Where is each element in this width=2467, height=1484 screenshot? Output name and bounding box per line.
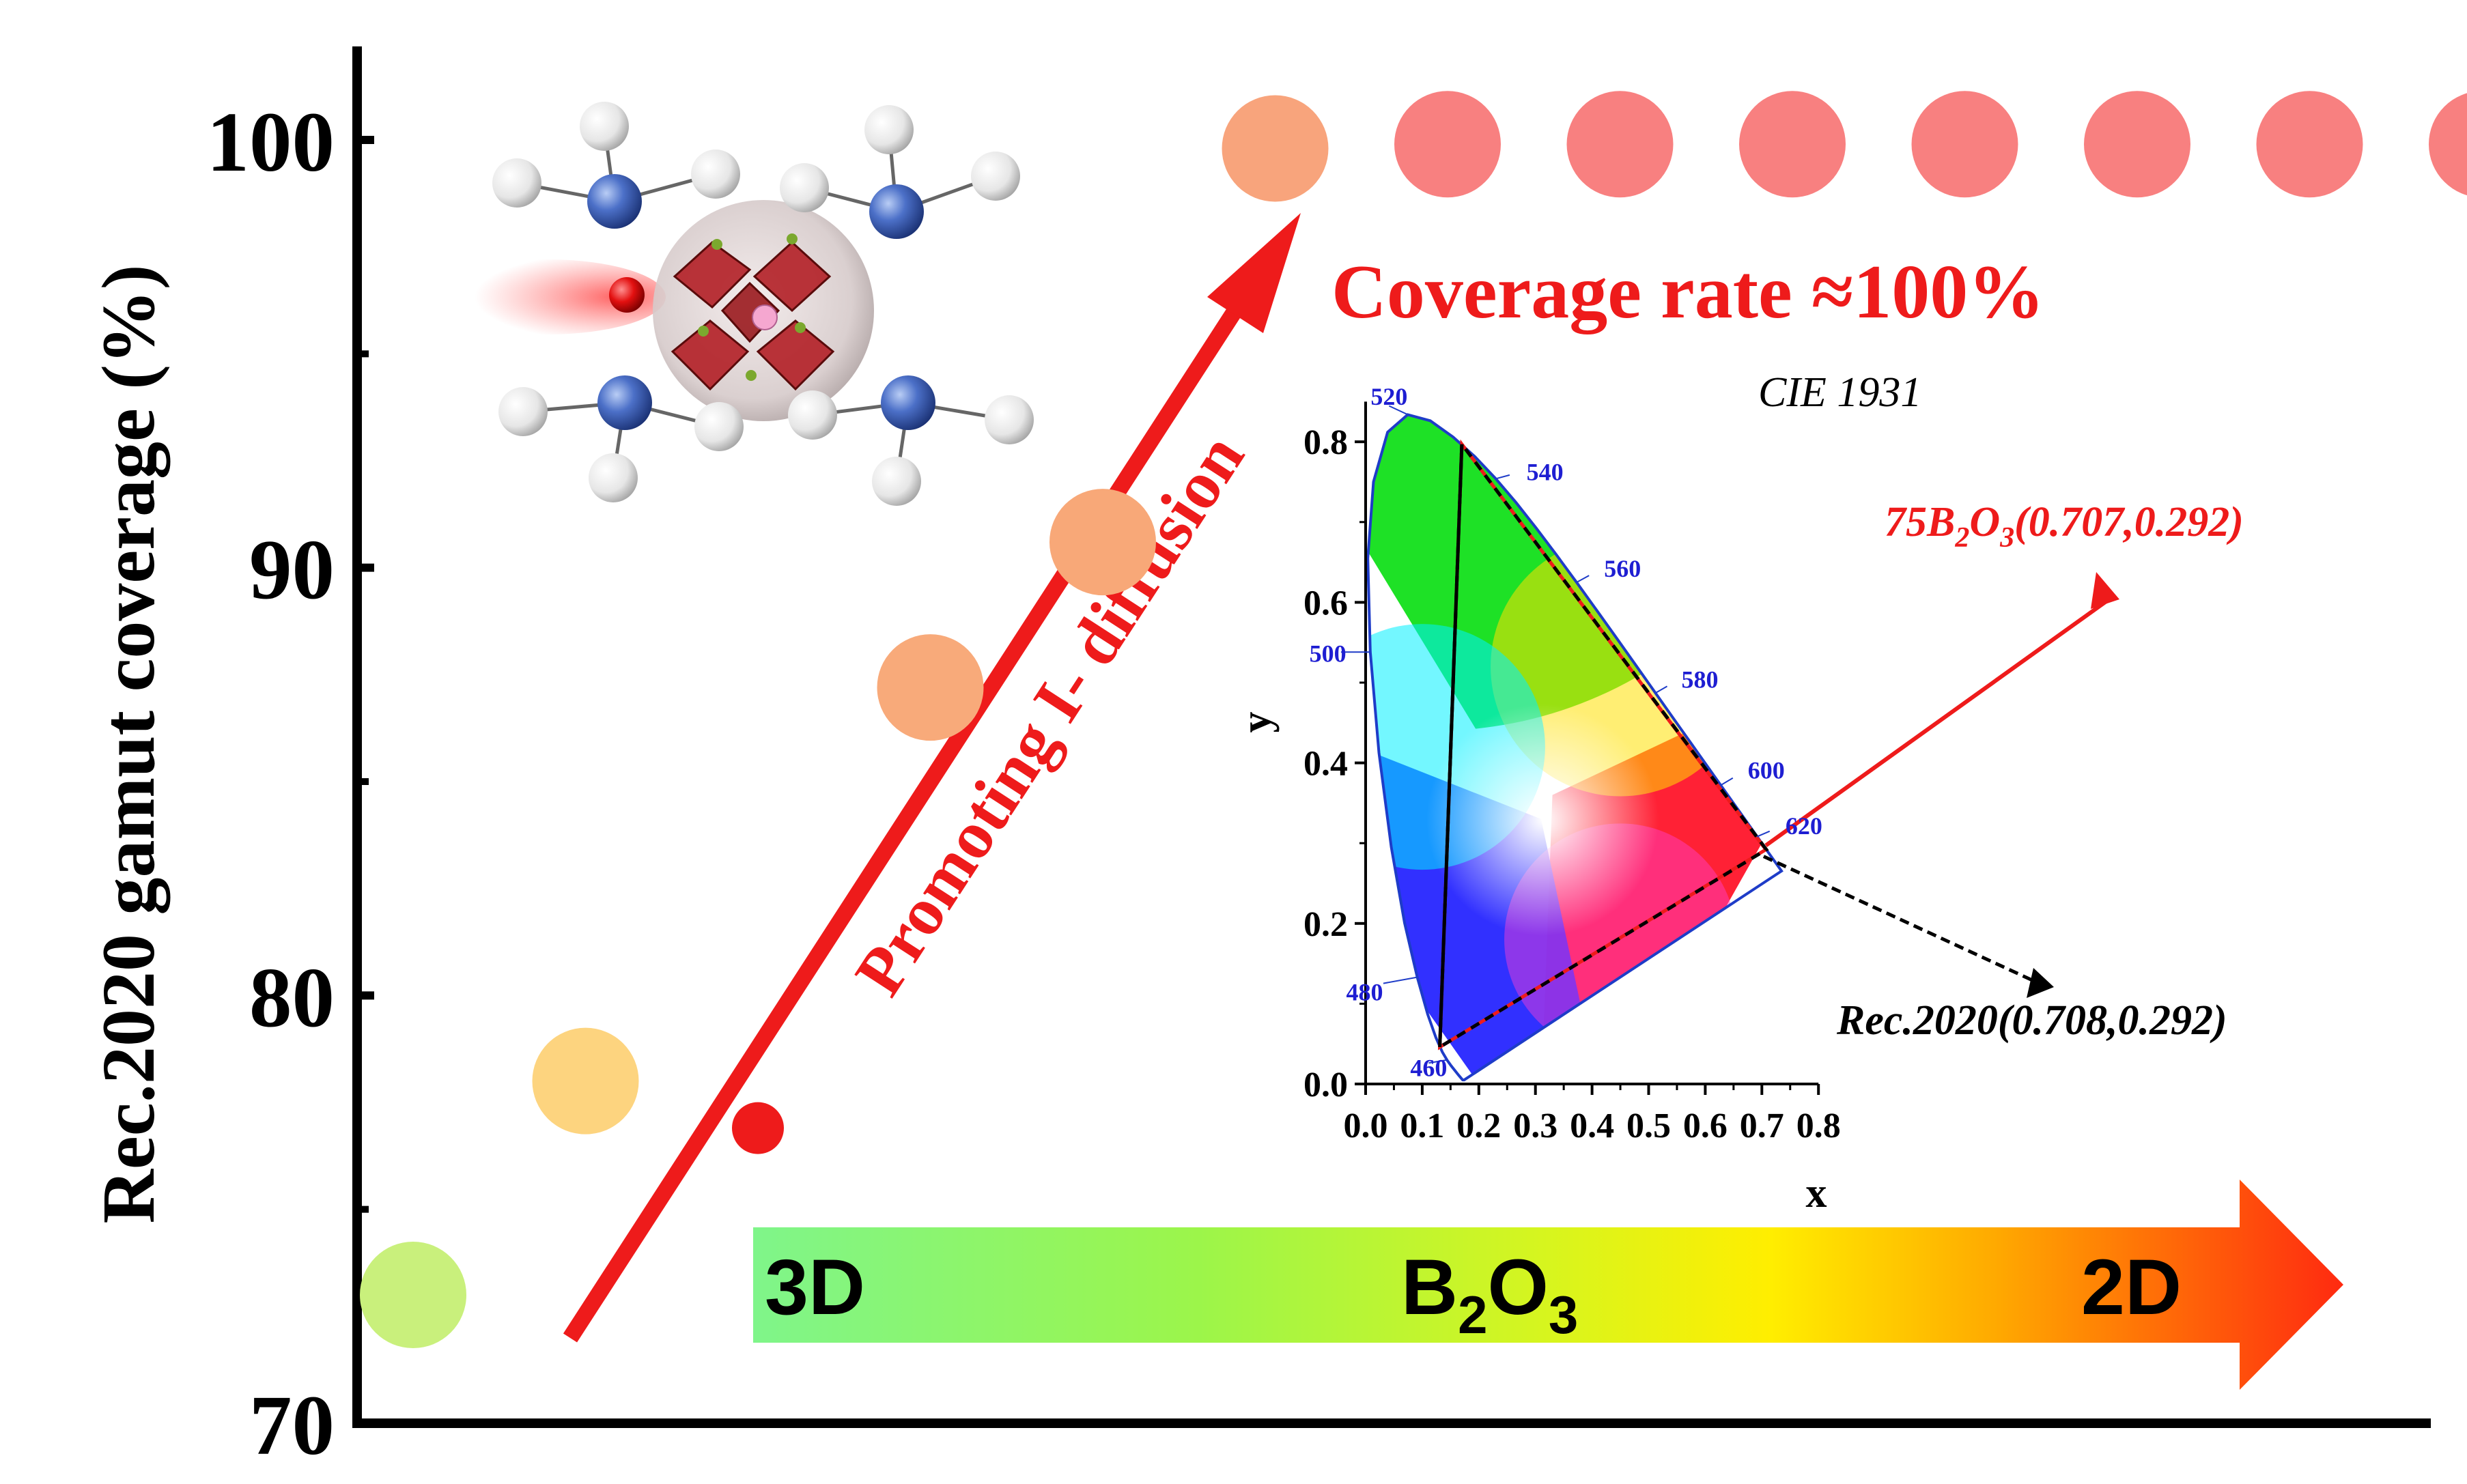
cie-x-tick-label: 0.4 <box>1570 1107 1614 1145</box>
diffusion-arrow-shaft <box>563 289 1254 1343</box>
wavelength-tick <box>1428 1059 1448 1064</box>
cie-axes: 0.0 0.1 0.2 0.3 0.4 0.5 0.6 0.7 0.8 0.0 0.2 0.4 0.6 0… <box>1303 401 1841 1145</box>
wavelength-tick <box>1720 777 1734 786</box>
main-y-axis-label: Rec.2020 gamut coverage (%) <box>87 264 170 1223</box>
rec2020-green-blue-edge <box>1438 444 1464 1047</box>
white-atoms <box>492 102 1034 506</box>
main-data-point <box>2429 93 2467 196</box>
sample-pointer-arrow <box>1764 599 2109 848</box>
cie-x-tick-label: 0.7 <box>1740 1107 1784 1145</box>
cie-wavelength-labels: 460 480 500 520 540 560 580 600 620 <box>1310 383 1822 1082</box>
main-y-tick-label: 100 <box>207 96 335 190</box>
coverage-annotation: Coverage rate ≈100% <box>1331 250 2044 334</box>
wavelength-label-560: 560 <box>1604 555 1641 582</box>
cie-x-tick-label: 0.3 <box>1513 1107 1557 1145</box>
main-data-point <box>1566 91 1674 198</box>
main-data-point <box>1739 91 1846 198</box>
main-data-point <box>360 1242 466 1348</box>
main-data-point <box>1394 91 1501 198</box>
gradient-arrow: 3D B2O3 2D <box>753 1180 2343 1390</box>
wavelength-tick <box>1388 405 1408 416</box>
gradient-start-label: 3D <box>765 1244 865 1331</box>
main-data-point <box>732 1102 784 1154</box>
wavelength-label-600: 600 <box>1748 757 1785 784</box>
main-axes: 70 80 90 100 <box>207 46 2431 1473</box>
cie-x-tick-label: 0.8 <box>1796 1107 1841 1145</box>
main-data-point <box>532 1027 639 1135</box>
pink-atom <box>752 304 778 330</box>
cie-x-tick-label: 0.1 <box>1400 1107 1444 1145</box>
main-data-point <box>1049 489 1156 596</box>
wavelength-label-460: 460 <box>1410 1055 1447 1082</box>
wavelength-tick <box>1576 575 1590 583</box>
cie-triangles <box>1437 439 2119 1051</box>
wavelength-label-540: 540 <box>1527 458 1564 485</box>
main-data-point <box>2084 91 2190 198</box>
cie-y-tick-label: 0.2 <box>1303 905 1348 944</box>
rec2020-pointer-arrowhead <box>2027 968 2054 998</box>
gradient-mid-label: B2O3 <box>1401 1244 1578 1345</box>
wavelength-tick <box>1654 685 1668 694</box>
main-data-point <box>2256 91 2363 198</box>
cie-title: CIE 1931 <box>1758 369 1921 416</box>
main-y-ticks: 70 80 90 100 <box>207 96 374 1473</box>
main-data-point <box>1222 95 1329 202</box>
diffusion-arrow-head <box>1207 213 1301 333</box>
main-y-tick-label: 70 <box>249 1379 335 1473</box>
main-data-point <box>877 634 984 741</box>
cie-x-tick-label: 0.2 <box>1456 1107 1501 1145</box>
wavelength-label-580: 580 <box>1681 666 1718 693</box>
red-glow-trail <box>427 259 666 334</box>
blue-atoms <box>587 174 935 430</box>
cie-y-tick-label: 0.8 <box>1303 423 1348 462</box>
cie-y-tick-label: 0.4 <box>1303 745 1348 784</box>
wavelength-tick <box>1383 976 1418 984</box>
cie-x-tick-label: 0.6 <box>1683 1107 1728 1145</box>
main-data-points <box>360 91 2467 1348</box>
sample-pointer-arrowhead <box>2091 572 2119 609</box>
sample-annotation: 75B2O3(0.707,0.292) <box>1885 499 2244 554</box>
gradient-end-label: 2D <box>2081 1244 2182 1331</box>
wavelength-tick <box>1756 830 1771 838</box>
cie-x-tick-label: 0.5 <box>1626 1107 1671 1145</box>
cie-x-tick-label: 0.0 <box>1344 1107 1388 1145</box>
rec2020-annotation: Rec.2020(0.708,0.292) <box>1836 997 2227 1044</box>
wavelength-label-520: 520 <box>1370 383 1407 410</box>
red-ion <box>609 277 645 313</box>
cie-y-label: y <box>1233 712 1280 733</box>
wavelength-label-480: 480 <box>1346 979 1383 1006</box>
gradient-arrow-shape <box>753 1180 2343 1390</box>
cie-y-tick-label: 0.0 <box>1303 1066 1348 1104</box>
cie-x-label: x <box>1806 1170 1827 1216</box>
wavelength-label-620: 620 <box>1786 812 1822 840</box>
cie-y-tick-label: 0.6 <box>1303 584 1348 623</box>
main-data-point <box>1911 91 2018 198</box>
perovskite-molecule-icon <box>427 102 1034 506</box>
main-y-tick-label: 90 <box>249 524 335 618</box>
spectral-locus-outline <box>1366 413 1784 1082</box>
rec2020-pointer-arrow <box>1762 855 2040 985</box>
wavelength-tick <box>1495 474 1510 480</box>
octahedra <box>671 240 835 391</box>
wavelength-label-500: 500 <box>1310 640 1347 667</box>
main-y-tick-label: 80 <box>249 951 335 1045</box>
green-atoms <box>698 233 806 381</box>
